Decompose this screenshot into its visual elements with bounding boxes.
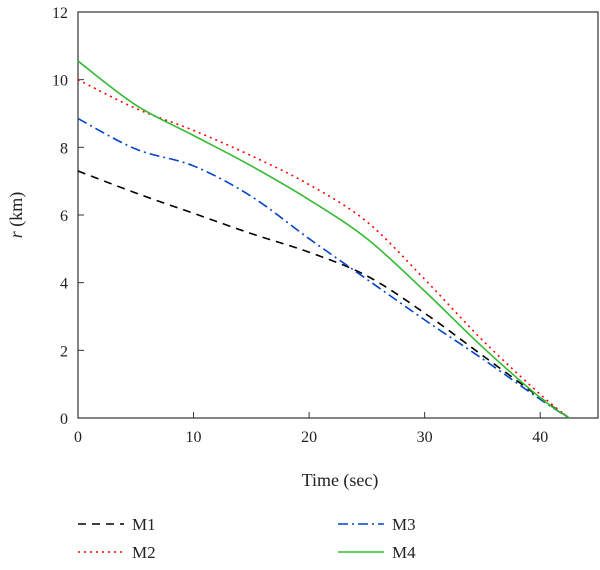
legend: M1 M2 M3 M4 (78, 515, 416, 562)
y-tick-label: 8 (60, 140, 68, 157)
y-tick-label: 10 (52, 73, 68, 90)
y-tick-label: 6 (60, 208, 68, 225)
legend-label-m2: M2 (132, 543, 156, 562)
series-line-m3 (77, 117, 570, 419)
y-tick-label: 12 (52, 5, 68, 22)
x-axis-title: Time (sec) (302, 470, 379, 491)
legend-label-m3: M3 (392, 515, 416, 534)
x-tick-label: 0 (74, 429, 82, 446)
y-tick-label: 2 (60, 343, 68, 360)
x-tick-label: 30 (417, 429, 433, 446)
x-tick-label: 40 (532, 429, 548, 446)
series-line-m1 (77, 170, 570, 419)
legend-label-m1: M1 (132, 515, 156, 534)
plot-frame (77, 11, 599, 419)
legend-label-m4: M4 (392, 543, 416, 562)
axes: 0 10 20 30 40 0 2 4 6 8 10 12 Time (sec) r (km) (6, 5, 599, 491)
series-layer (77, 60, 570, 419)
series-line-m4 (77, 60, 570, 419)
x-tick-label: 10 (186, 429, 202, 446)
series-line-m2 (77, 78, 570, 419)
y-tick-label: 0 (60, 411, 68, 428)
y-tick-label: 4 (60, 276, 68, 293)
x-tick-label: 20 (301, 429, 317, 446)
y-axis-title: r (km) (6, 192, 27, 239)
